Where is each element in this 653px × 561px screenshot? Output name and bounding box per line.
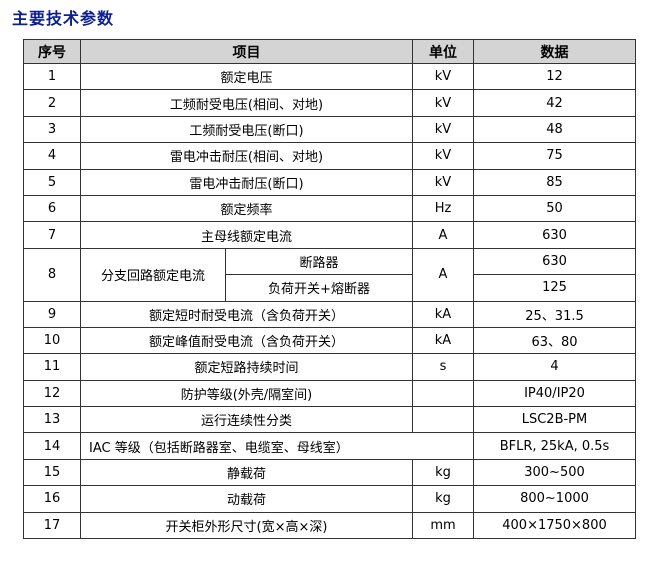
cell-value: 630 xyxy=(473,247,636,276)
cell-item: 额定峰值耐受电流（含负荷开关） xyxy=(80,326,413,355)
table-row: 12 防护等级(外壳/隔室间) IP40/IP20 xyxy=(23,379,636,408)
cell-value: 125 xyxy=(473,274,636,302)
cell-item: 开关柜外形尺寸(宽×高×深) xyxy=(80,511,413,540)
cell-unit: kV xyxy=(412,115,474,144)
cell-item: 运行连续性分类 xyxy=(80,406,413,434)
cell-value: 800~1000 xyxy=(473,485,636,513)
table-row: 15 静载荷 kg 300~500 xyxy=(23,458,636,487)
table-row: 14 IAC 等级（包括断路器室、电缆室、母线室） BFLR, 25kA, 0.5s xyxy=(23,432,636,460)
cell-no: 3 xyxy=(23,115,81,144)
cell-no: 7 xyxy=(23,221,81,249)
table-row: 9 额定短时耐受电流（含负荷开关） kA 25、31.5 xyxy=(23,300,636,328)
cell-item: 额定频率 xyxy=(80,194,413,223)
cell-no: 13 xyxy=(23,406,81,434)
table-row: 13 运行连续性分类 LSC2B-PM xyxy=(23,406,636,434)
cell-item: 雷电冲击耐压(相间、对地) xyxy=(80,142,413,170)
cell-value: 85 xyxy=(473,168,636,196)
cell-no: 1 xyxy=(23,62,81,91)
cell-item: 工频耐受电压(断口) xyxy=(80,115,413,144)
table-row: 2 工频耐受电压(相间、对地) kV 42 xyxy=(23,89,636,117)
cell-value: 48 xyxy=(473,115,636,144)
cell-value: 630 xyxy=(473,221,636,249)
cell-no: 14 xyxy=(23,432,81,460)
cell-unit: kA xyxy=(412,300,474,328)
table-row: 负荷开关+熔断器 125 xyxy=(24,274,636,302)
cell-unit: A xyxy=(412,247,474,302)
cell-value: 42 xyxy=(473,89,636,117)
cell-item: 雷电冲击耐压(断口) xyxy=(80,168,413,196)
cell-unit: kV xyxy=(412,168,474,196)
cell-no: 11 xyxy=(23,353,81,381)
cell-unit xyxy=(412,406,474,434)
header-unit: 单位 xyxy=(412,39,474,64)
cell-unit xyxy=(412,379,474,408)
table-row: 7 主母线额定电流 A 630 xyxy=(23,221,636,249)
cell-no: 10 xyxy=(23,326,81,355)
cell-no: 5 xyxy=(23,168,81,196)
table-row: 5 雷电冲击耐压(断口) kV 85 xyxy=(23,168,636,196)
cell-no: 6 xyxy=(23,194,81,223)
cell-item: 静载荷 xyxy=(80,458,413,487)
cell-item: 动载荷 xyxy=(80,485,413,513)
cell-unit: kA xyxy=(412,326,474,355)
cell-item: IAC 等级（包括断路器室、电缆室、母线室） xyxy=(80,432,474,460)
table-row: 4 雷电冲击耐压(相间、对地) kV 75 xyxy=(23,142,636,170)
cell-no: 8 xyxy=(23,247,81,302)
page-title: 主要技术参数 xyxy=(12,9,115,28)
cell-value: 25、31.5 xyxy=(473,300,636,328)
header-value: 数据 xyxy=(473,39,636,64)
table-row: 6 额定频率 Hz 50 xyxy=(23,194,636,223)
table-row: 16 动载荷 kg 800~1000 xyxy=(23,485,636,513)
cell-value: BFLR, 25kA, 0.5s xyxy=(473,432,636,460)
cell-subitem: 断路器 xyxy=(225,247,413,276)
cell-no: 4 xyxy=(23,142,81,170)
cell-unit: s xyxy=(412,353,474,381)
cell-no: 9 xyxy=(23,300,81,328)
cell-no: 2 xyxy=(23,89,81,117)
header-no: 序号 xyxy=(23,39,81,64)
cell-value: 300~500 xyxy=(473,458,636,487)
cell-value: IP40/IP20 xyxy=(473,379,636,408)
cell-value: 63、80 xyxy=(473,326,636,355)
cell-item: 额定电压 xyxy=(80,62,413,91)
cell-value: LSC2B-PM xyxy=(473,406,636,434)
cell-value: 400×1750×800 xyxy=(473,511,636,540)
cell-value: 4 xyxy=(473,353,636,381)
cell-item: 额定短时耐受电流（含负荷开关） xyxy=(80,300,413,328)
cell-no: 17 xyxy=(23,511,81,540)
header-row: 序号 项目 单位 数据 xyxy=(23,39,636,64)
cell-value: 75 xyxy=(473,142,636,170)
cell-value: 50 xyxy=(473,194,636,223)
cell-unit: kg xyxy=(412,458,474,487)
cell-unit: kg xyxy=(412,485,474,513)
cell-item: 防护等级(外壳/隔室间) xyxy=(80,379,413,408)
cell-no: 15 xyxy=(23,458,81,487)
cell-no: 12 xyxy=(23,379,81,408)
table-row: 3 工频耐受电压(断口) kV 48 xyxy=(23,115,636,144)
cell-unit: kV xyxy=(412,142,474,170)
header-item: 项目 xyxy=(80,39,413,64)
table-row: 10 额定峰值耐受电流（含负荷开关） kA 63、80 xyxy=(23,326,636,355)
cell-value: 12 xyxy=(473,62,636,91)
table-row: 17 开关柜外形尺寸(宽×高×深) mm 400×1750×800 xyxy=(23,511,636,540)
cell-unit: kV xyxy=(412,89,474,117)
cell-subitem: 负荷开关+熔断器 xyxy=(225,274,413,302)
table-row: 1 额定电压 kV 12 xyxy=(23,62,636,91)
cell-unit: mm xyxy=(412,511,474,540)
spec-table: 序号 项目 单位 数据 1 额定电压 kV 12 2 工频耐受电压(相间、对地) kV 42… xyxy=(23,39,636,540)
cell-unit: A xyxy=(412,221,474,249)
table-row: 8 分支回路额定电流 断路器 A 630 xyxy=(23,247,636,302)
cell-item: 分支回路额定电流 xyxy=(80,247,226,302)
table-row: 11 额定短路持续时间 s 4 xyxy=(23,353,636,381)
cell-unit: Hz xyxy=(412,194,474,223)
cell-item: 主母线额定电流 xyxy=(80,221,413,249)
cell-no: 16 xyxy=(23,485,81,513)
cell-item: 工频耐受电压(相间、对地) xyxy=(80,89,413,117)
cell-item: 额定短路持续时间 xyxy=(80,353,413,381)
cell-unit: kV xyxy=(412,62,474,91)
